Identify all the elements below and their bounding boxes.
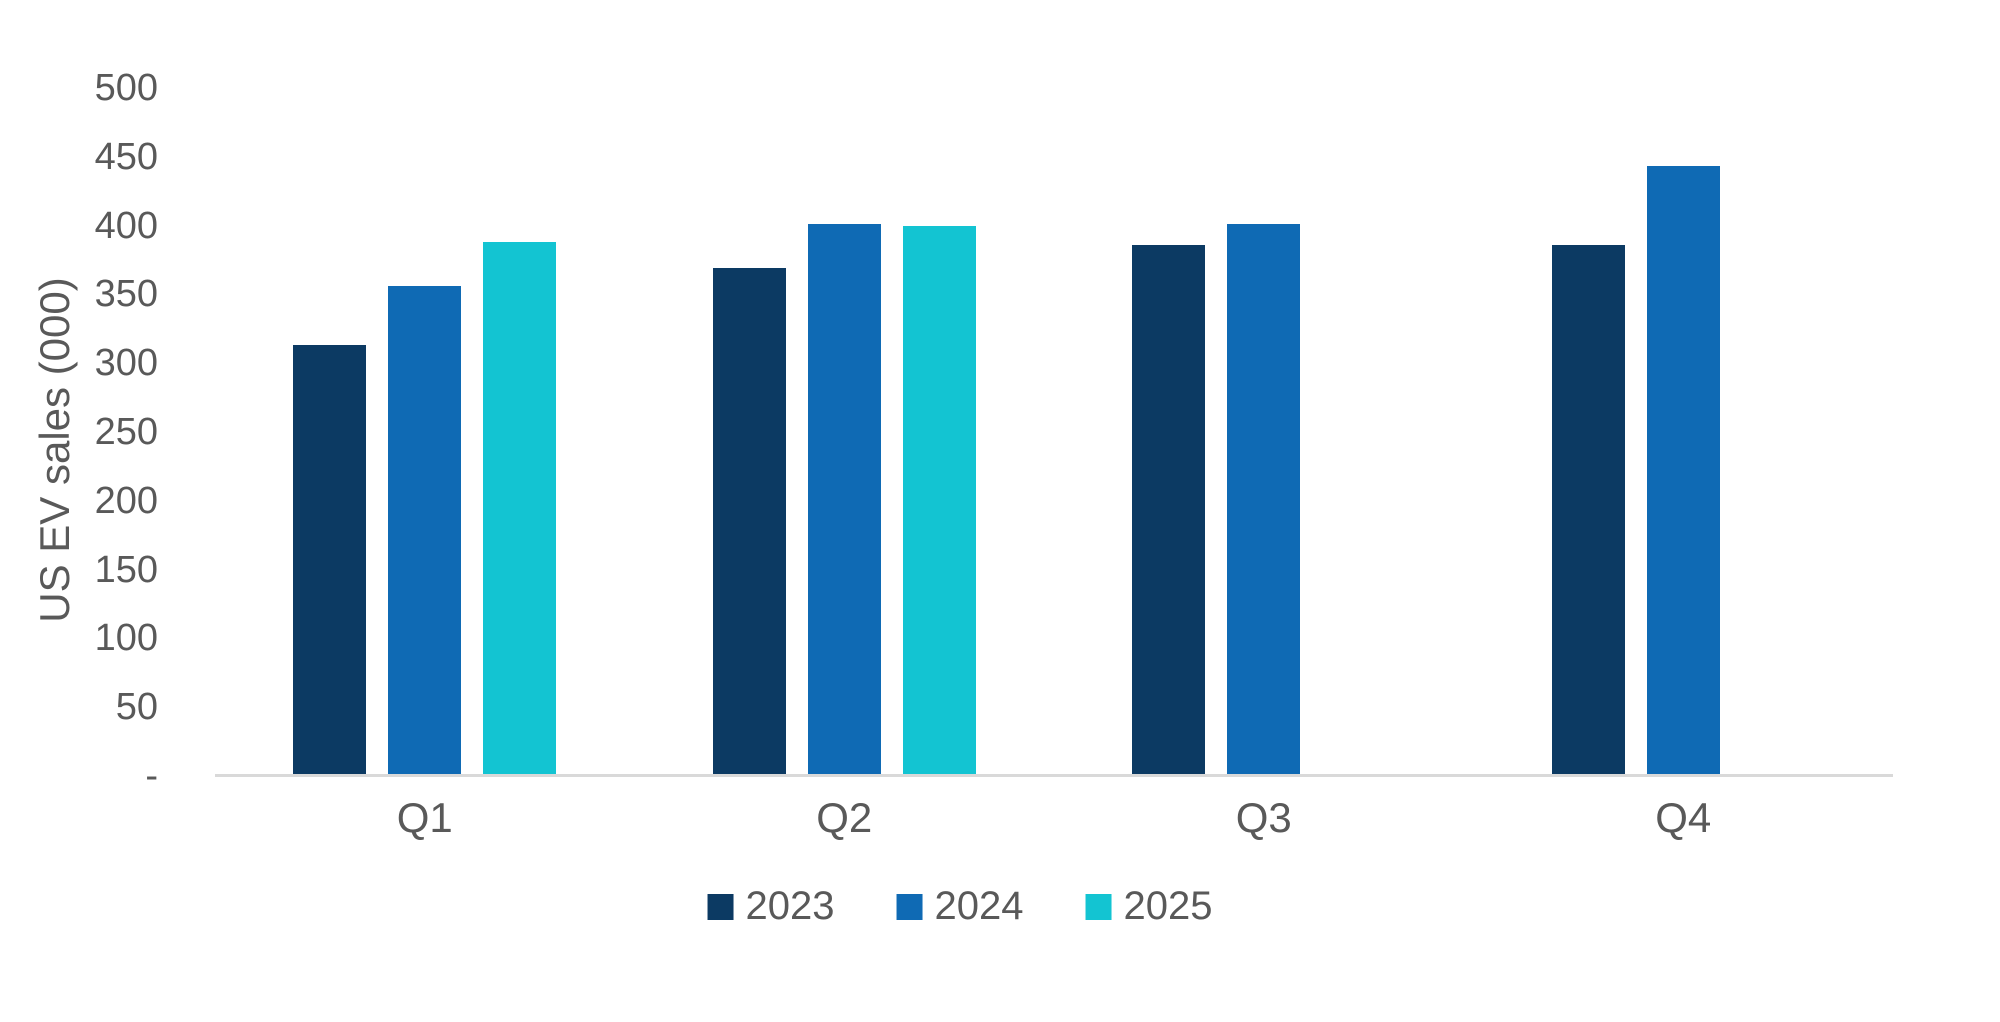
bar-2024-Q4 bbox=[1646, 166, 1720, 776]
y-tick-label-450: 450 bbox=[94, 135, 158, 178]
y-tick-label-: - bbox=[145, 755, 158, 797]
bar-2023-Q2 bbox=[712, 268, 786, 776]
y-tick-label-100: 100 bbox=[94, 617, 158, 660]
bar-2023-Q1 bbox=[293, 345, 367, 776]
bar-2023-Q3 bbox=[1132, 244, 1206, 776]
y-tick-label-500: 500 bbox=[94, 67, 158, 109]
y-tick-label-200: 200 bbox=[94, 479, 158, 522]
bar-2023-Q4 bbox=[1551, 244, 1625, 776]
legend-entry-2025: 2025 bbox=[1085, 884, 1212, 929]
y-tick-label-250: 250 bbox=[94, 411, 158, 453]
bar-2024-Q1 bbox=[388, 286, 462, 776]
legend: 2023 2024 2025 bbox=[707, 884, 1212, 929]
y-tick-label-150: 150 bbox=[94, 548, 158, 591]
bar-2025-Q2 bbox=[902, 225, 976, 776]
y-tick-label-50: 50 bbox=[115, 686, 158, 729]
legend-swatch-2023 bbox=[707, 893, 734, 920]
bar-2024-Q2 bbox=[807, 224, 881, 776]
legend-label-2025: 2025 bbox=[1123, 884, 1213, 928]
bar-2024-Q3 bbox=[1227, 224, 1301, 776]
legend-swatch-2024 bbox=[896, 893, 923, 920]
x-label-Q2: Q2 bbox=[816, 794, 873, 841]
legend-label-2023: 2023 bbox=[745, 884, 835, 928]
legend-entry-2023: 2023 bbox=[707, 884, 835, 929]
legend-swatch-2025 bbox=[1085, 893, 1112, 920]
x-label-Q4: Q4 bbox=[1655, 794, 1712, 841]
bar-2025-Q1 bbox=[483, 242, 557, 776]
x-label-Q3: Q3 bbox=[1235, 794, 1292, 841]
y-tick-label-350: 350 bbox=[94, 273, 158, 316]
legend-label-2024: 2024 bbox=[934, 884, 1024, 928]
x-axis-line bbox=[215, 774, 1893, 777]
y-tick-label-400: 400 bbox=[94, 204, 158, 247]
legend-entry-2024: 2024 bbox=[896, 884, 1024, 929]
y-tick-label-300: 300 bbox=[94, 342, 158, 385]
x-label-Q1: Q1 bbox=[396, 794, 453, 841]
